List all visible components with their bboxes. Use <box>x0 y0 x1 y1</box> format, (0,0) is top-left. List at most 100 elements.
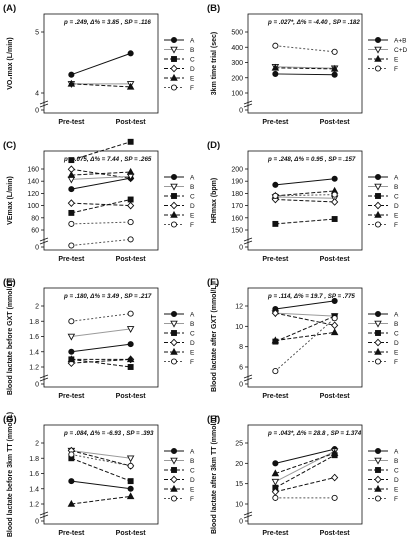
legend-marker <box>171 359 176 364</box>
legend-label: A <box>190 38 195 45</box>
series-line <box>71 172 130 175</box>
y-axis-label: VEmax (L/min) <box>7 176 14 225</box>
y-axis-label: Blood lactate before 3km TT (mmol/L) <box>7 412 14 537</box>
legend-label: E <box>394 57 399 64</box>
panel-f: (F)p = .114, Δ% = 19.7 , SP = .775068101… <box>207 277 399 400</box>
legend-label: B <box>394 321 398 328</box>
legend-marker <box>172 57 177 62</box>
legend-label: E <box>190 350 195 357</box>
legend-marker <box>375 448 380 453</box>
y-tick-label: 1.2 <box>29 365 39 372</box>
series-line <box>275 219 334 224</box>
legend-label: E <box>190 487 195 494</box>
legend-label: F <box>394 496 398 503</box>
data-point <box>69 243 74 248</box>
legend-marker <box>376 468 381 473</box>
legend-marker <box>376 331 381 336</box>
series-line <box>71 222 130 224</box>
legend-label: F <box>394 222 398 229</box>
y-tick-label: 15 <box>235 481 243 488</box>
legend-marker <box>375 476 381 482</box>
legend-label: C <box>394 331 399 338</box>
legend-label: F <box>394 359 398 366</box>
data-point <box>128 219 133 224</box>
x-tick-label: Pre-test <box>262 393 289 400</box>
series-line <box>275 332 334 340</box>
legend-marker <box>375 202 381 208</box>
panel-b: (B)p = .027*, Δ% = -4.40 , SP = .1820100… <box>207 3 407 126</box>
panel-e: (E) p = .180, Δ% = 3.49 , SP = .217 0 1.2 1.… <box>3 277 195 400</box>
legend-label: D <box>190 203 195 210</box>
data-point <box>128 365 133 370</box>
series-line <box>71 314 130 322</box>
data-point <box>69 479 74 484</box>
y-tick-label: 0 <box>35 382 39 389</box>
y-tick-label: 0 <box>35 245 39 252</box>
series-line <box>71 359 130 367</box>
y-tick-label: 0 <box>239 108 243 115</box>
legend-label: A <box>394 449 399 456</box>
panel-h: (H)p = .043*, Δ% = 28.8 , SP = 1.3740101… <box>207 414 399 537</box>
data-point <box>332 322 338 328</box>
data-point <box>128 493 134 499</box>
y-tick-label: 0 <box>239 382 243 389</box>
data-point <box>332 474 338 480</box>
data-point <box>69 349 74 354</box>
series-line <box>71 53 130 74</box>
legend-label: E <box>394 213 399 220</box>
legend-label: B <box>190 321 194 328</box>
legend-marker <box>375 359 380 364</box>
legend-label: A <box>190 449 195 456</box>
legend-label: D <box>394 203 399 210</box>
series-line <box>275 179 334 185</box>
y-tick-label: 160 <box>27 167 39 174</box>
legend-marker <box>171 339 177 345</box>
y-tick-label: 0 <box>35 519 39 526</box>
legend-marker <box>375 174 380 179</box>
panel-c: (C)p = .075, Δ% = 7.44 , SP = .265060801… <box>3 140 195 263</box>
stats-text: p = .249, Δ% = 3.85 , SP = .116 <box>63 19 151 26</box>
legend-label: D <box>394 477 399 484</box>
series-line <box>275 316 334 341</box>
y-tick-label: 20 <box>235 461 243 468</box>
series-line <box>71 329 130 337</box>
data-point <box>68 334 74 340</box>
x-tick-label: Post-test <box>320 393 351 400</box>
y-axis-label: HRmax (bpm) <box>211 178 218 224</box>
y-tick-label: 1.4 <box>29 486 39 493</box>
legend-label: A <box>394 312 399 319</box>
series-line <box>275 318 334 371</box>
legend-label: F <box>394 66 398 73</box>
data-point <box>128 139 133 144</box>
series-line <box>275 200 334 202</box>
y-tick-label: 60 <box>31 228 39 235</box>
series-line <box>71 458 130 481</box>
series-line <box>275 478 334 492</box>
x-tick-label: Post-test <box>320 119 351 126</box>
data-point <box>128 169 134 175</box>
y-tick-label: 4 <box>35 91 39 98</box>
panel-label: (A) <box>3 3 16 14</box>
data-point <box>332 199 338 205</box>
series-line <box>71 496 130 504</box>
panel-label: (B) <box>207 3 220 14</box>
data-point <box>273 495 278 500</box>
y-axis-label: 3km time trial (sec) <box>211 32 218 95</box>
legend-label: F <box>190 85 194 92</box>
legend-marker <box>376 194 381 199</box>
legend-label: C <box>394 194 399 201</box>
data-point <box>273 193 278 198</box>
plot-frame <box>248 288 362 387</box>
y-tick-label: 5 <box>35 30 39 37</box>
legend-label: D <box>394 340 399 347</box>
legend-label: B <box>190 184 194 191</box>
data-point <box>332 217 337 222</box>
data-point <box>69 210 74 215</box>
y-axis-label: Blood lactate after GXT (mmol/L) <box>211 283 218 392</box>
legend-label: A <box>190 175 195 182</box>
legend-label: D <box>190 340 195 347</box>
y-tick-label: 25 <box>235 441 243 448</box>
legend-marker <box>375 37 380 42</box>
legend-label: A <box>190 312 195 319</box>
y-tick-label: 200 <box>231 167 243 174</box>
